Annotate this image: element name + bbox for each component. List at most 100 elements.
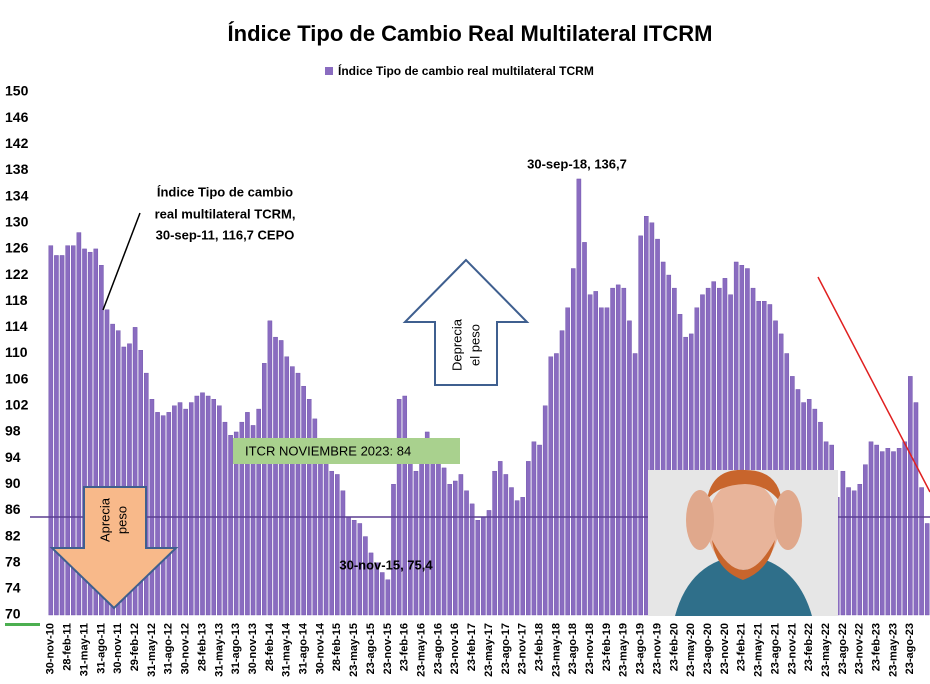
bar — [414, 471, 418, 615]
bar — [852, 491, 856, 615]
x-tick-label: 28-feb-14 — [264, 622, 276, 671]
x-tick-label: 23-ago-22 — [837, 623, 849, 674]
bar — [448, 484, 452, 615]
bar — [560, 331, 564, 615]
bar — [846, 488, 850, 615]
x-tick-label: 23-feb-21 — [736, 623, 748, 671]
bar — [886, 448, 890, 615]
x-tick-label: 23-nov-15 — [382, 623, 394, 674]
bar — [493, 471, 497, 615]
bar — [914, 403, 918, 615]
bar — [611, 288, 615, 615]
bar — [403, 396, 407, 615]
bar — [639, 236, 643, 615]
x-tick-label: 23-feb-22 — [803, 623, 815, 671]
bar — [925, 523, 929, 615]
x-tick-label: 23-feb-19 — [601, 623, 613, 671]
x-tick-label: 23-feb-18 — [533, 623, 545, 671]
x-tick-label: 31-ago-13 — [230, 623, 242, 674]
bar — [408, 438, 412, 615]
bar — [161, 416, 165, 615]
x-tick-label: 28-feb-15 — [331, 623, 343, 671]
annotation: Índice Tipo de cambio — [157, 184, 293, 199]
bar — [577, 179, 581, 615]
bar — [633, 354, 637, 616]
y-tick-label: 110 — [5, 344, 28, 360]
bar — [290, 367, 294, 615]
x-tick-label: 23-feb-23 — [871, 623, 883, 671]
bar — [189, 403, 193, 615]
bar — [273, 337, 277, 615]
x-tick-label: 23-nov-16 — [449, 623, 461, 674]
x-tick-label: 23-may-22 — [820, 623, 832, 677]
y-tick-label: 98 — [5, 423, 21, 439]
bar — [487, 510, 491, 615]
bar — [296, 373, 300, 615]
photo-hand — [686, 490, 714, 550]
bar — [262, 363, 266, 615]
legend-swatch — [325, 67, 333, 75]
bar — [863, 465, 867, 615]
bar — [391, 484, 395, 615]
bar — [858, 484, 862, 615]
bar — [903, 442, 907, 615]
x-tick-label: 23-may-23 — [887, 623, 899, 677]
x-tick-label: 31-may-12 — [146, 623, 158, 677]
annotation: ITCR NOVIEMBRE 2023: 84 — [245, 443, 411, 458]
bar — [532, 442, 536, 615]
bar — [341, 491, 345, 615]
x-tick-label: 30-nov-12 — [180, 623, 192, 674]
bar — [554, 354, 558, 616]
x-tick-label: 23-may-16 — [415, 623, 427, 677]
x-tick-label: 31-ago-11 — [95, 623, 107, 674]
chart-title: Índice Tipo de Cambio Real Multilateral … — [228, 21, 713, 46]
y-tick-label: 70 — [5, 606, 21, 622]
x-tick-label: 23-ago-17 — [500, 623, 512, 674]
x-tick-label: 23-nov-20 — [719, 623, 731, 674]
x-tick-label: 23-nov-19 — [651, 623, 663, 674]
x-tick-label: 31-ago-12 — [163, 623, 175, 674]
y-tick-label: 134 — [5, 187, 29, 203]
bar — [644, 216, 648, 615]
bar — [459, 474, 463, 615]
bar — [504, 474, 508, 615]
bar — [891, 452, 895, 615]
y-tick-label: 138 — [5, 161, 29, 177]
x-tick-label: 23-ago-16 — [432, 623, 444, 674]
bar — [841, 471, 845, 615]
y-tick-label: 142 — [5, 135, 29, 151]
y-tick-label: 126 — [5, 240, 29, 256]
bar — [908, 376, 912, 615]
x-tick-label: 23-feb-16 — [399, 623, 411, 671]
bar — [880, 452, 884, 615]
x-tick-label: 31-may-13 — [213, 623, 225, 677]
bar — [442, 468, 446, 615]
bar — [229, 435, 233, 615]
bar — [386, 580, 390, 615]
bar — [515, 501, 519, 615]
y-tick-label: 102 — [5, 397, 29, 413]
annotation: 30-sep-18, 136,7 — [527, 156, 627, 171]
bar — [200, 393, 204, 615]
legend-label: Índice Tipo de cambio real multilateral … — [338, 63, 594, 78]
y-tick-label: 94 — [5, 449, 21, 465]
bar — [318, 438, 322, 615]
x-tick-label: 23-ago-18 — [567, 623, 579, 674]
x-tick-label: 23-nov-21 — [786, 623, 798, 674]
x-tick-label: 23-nov-18 — [584, 623, 596, 674]
bar — [206, 396, 210, 615]
bar — [223, 422, 227, 615]
bar — [476, 520, 480, 615]
bar — [537, 445, 541, 615]
y-tick-label: 130 — [5, 213, 29, 229]
bar — [919, 488, 923, 615]
bar — [335, 474, 339, 615]
bar — [60, 255, 64, 615]
bar — [49, 246, 53, 615]
x-tick-label: 23-nov-22 — [854, 623, 866, 674]
photo — [648, 470, 838, 616]
bar — [549, 357, 553, 615]
y-tick-label: 118 — [5, 292, 28, 308]
bar — [521, 497, 525, 615]
bar — [178, 403, 182, 615]
